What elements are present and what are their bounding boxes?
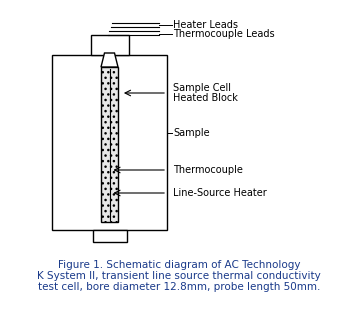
Text: Thermocouple: Thermocouple [173,165,243,175]
Text: Sample Cell: Sample Cell [173,83,231,93]
Bar [92,230,126,242]
Bar [52,55,167,230]
Text: Heated Block: Heated Block [173,93,238,103]
Text: Figure 1. Schematic diagram of AC Technology: Figure 1. Schematic diagram of AC Techno… [58,260,300,270]
Text: K System II, transient line source thermal conductivity: K System II, transient line source therm… [37,271,321,281]
Text: test cell, bore diameter 12.8mm, probe length 50mm.: test cell, bore diameter 12.8mm, probe l… [38,282,320,292]
Text: Sample: Sample [173,128,210,138]
Text: Thermocouple Leads: Thermocouple Leads [173,29,275,39]
Bar [101,67,118,222]
Text: Line-Source Heater: Line-Source Heater [173,188,267,198]
Polygon shape [101,53,118,67]
Text: Heater Leads: Heater Leads [173,20,238,30]
Bar [91,35,129,55]
